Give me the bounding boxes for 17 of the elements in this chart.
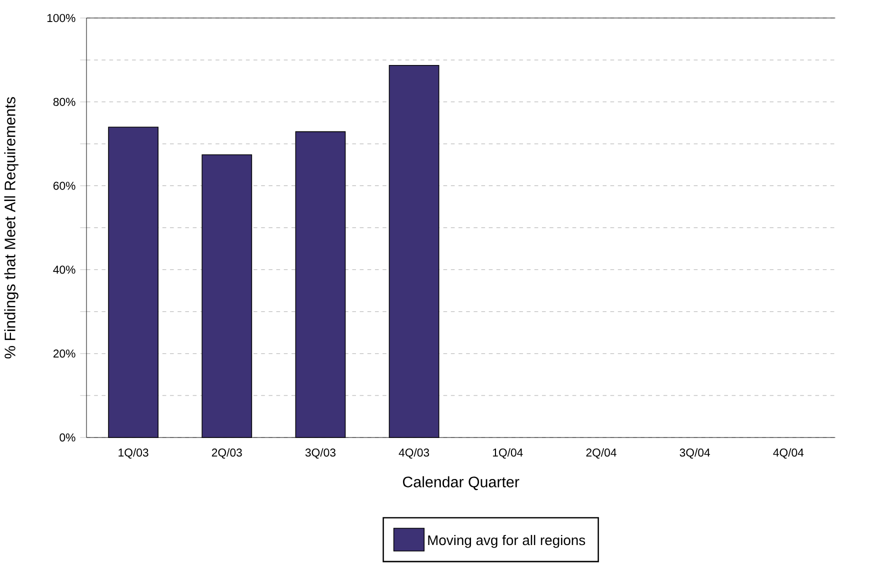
- x-tick-label: 1Q/03: [118, 448, 148, 459]
- y-tick-label: 40%: [53, 266, 76, 274]
- y-tick-label: 60%: [53, 182, 76, 190]
- y-tick-label: 80%: [53, 98, 76, 106]
- x-tick-label: 2Q/04: [586, 448, 616, 459]
- y-tick-label: 20%: [53, 350, 76, 358]
- y-tick-label: 100%: [47, 14, 76, 22]
- x-axis-title: Calendar Quarter: [402, 476, 520, 490]
- x-tick-label: 3Q/04: [680, 448, 710, 459]
- x-tick-label: 4Q/03: [398, 448, 430, 459]
- y-axis-title: % Findings that Meet All Requirements: [4, 97, 18, 358]
- x-tick-label: 4Q/04: [773, 448, 804, 459]
- x-tick-label: 3Q/03: [305, 448, 336, 459]
- y-tick-label: 0%: [60, 433, 76, 442]
- x-tick-label: 2Q/03: [212, 448, 242, 459]
- legend-label: Moving avg for all regions: [428, 534, 586, 548]
- x-tick-label: 1Q/04: [493, 448, 523, 459]
